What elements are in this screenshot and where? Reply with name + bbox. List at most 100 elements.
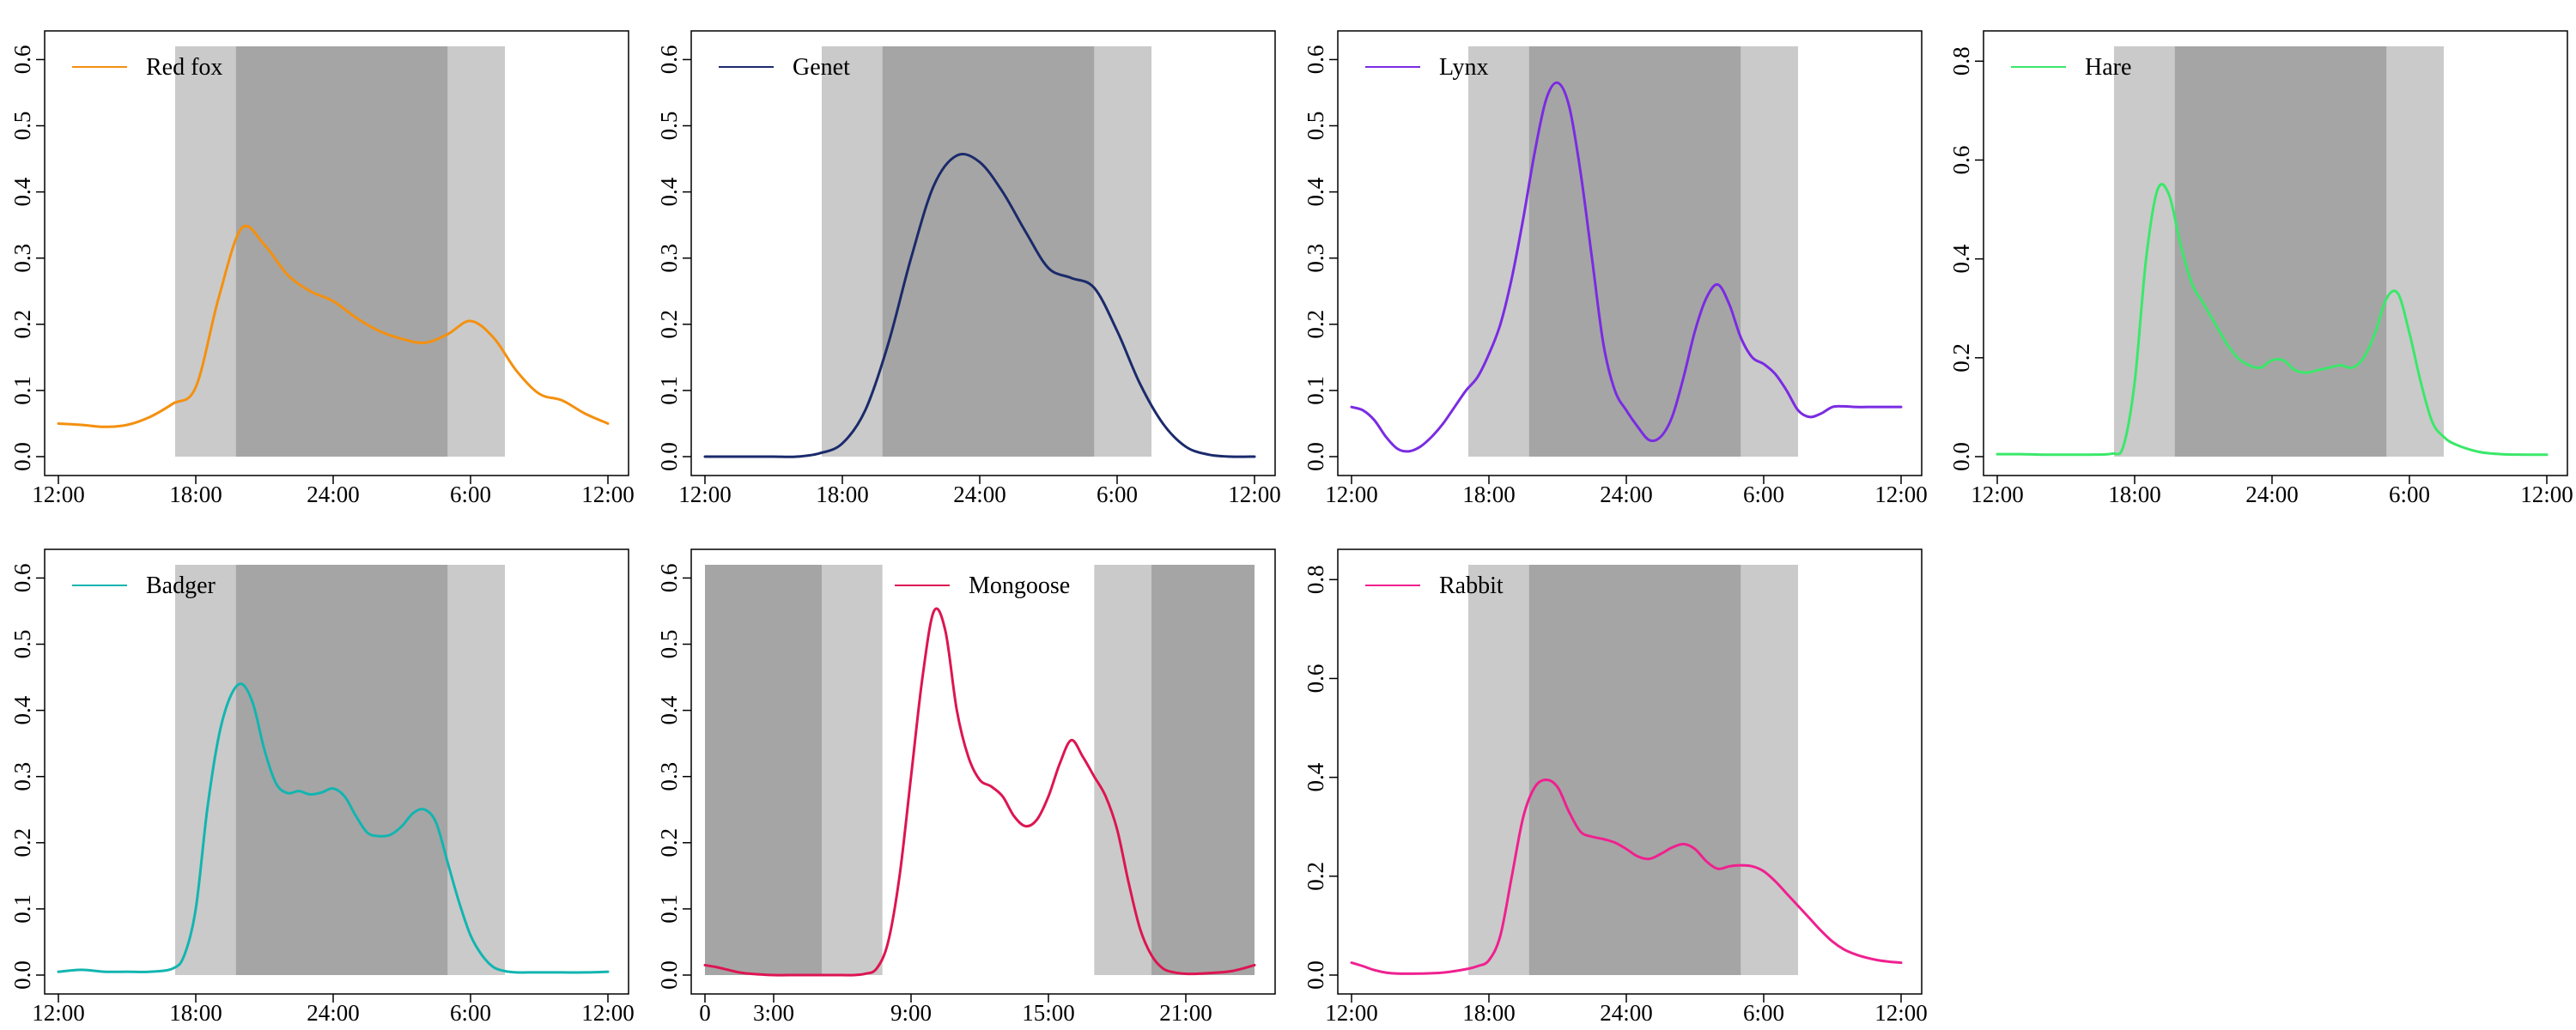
y-tick-label: 0.5 (1303, 112, 1328, 141)
y-tick-label: 0.2 (1948, 343, 1974, 373)
x-tick-label: 12:00 (1971, 482, 2024, 507)
twilight-band (1468, 46, 1529, 457)
y-tick-label: 0.5 (656, 112, 682, 141)
twilight-band (1094, 46, 1151, 457)
y-tick-label: 0.4 (1303, 762, 1328, 791)
y-tick-label: 0.3 (9, 244, 35, 273)
y-tick-label: 0.1 (656, 376, 682, 405)
y-tick-label: 0.3 (656, 244, 682, 273)
y-tick-label: 0.6 (9, 564, 35, 593)
x-tick-label: 24:00 (2245, 482, 2299, 507)
y-tick-label: 0.4 (656, 177, 682, 206)
legend-lynx: Lynx (1365, 54, 1489, 81)
panel-red-fox: 0.0 0.1 0.2 0.3 0.4 0.5 0.6 12:00 18:00 24:00 6:00… (9, 30, 635, 507)
x-tick-label: 12:00 (1228, 482, 1281, 507)
panel-hare: 0.0 0.2 0.4 0.6 0.8 12:00 18:00 24:00 6:00 12:00 H… (1948, 30, 2573, 507)
x-tick-label: 18:00 (1462, 482, 1516, 507)
panel-mongoose: 0.0 0.1 0.2 0.3 0.4 0.5 0.6 0 3:00 9:00 15:00 21:00… (656, 548, 1276, 1026)
x-tick-label: 12:00 (1874, 1000, 1928, 1026)
y-tick-label: 0.6 (9, 45, 35, 75)
y-tick-label: 0.3 (1303, 244, 1328, 273)
y-tick-label: 0.5 (9, 630, 35, 659)
y-tick-label: 0.2 (1303, 310, 1328, 339)
panel-rabbit: 0.0 0.2 0.4 0.6 0.8 12:00 18:00 24:00 6:00 12:00 R… (1303, 548, 1928, 1026)
panel-lynx: 0.0 0.1 0.2 0.3 0.4 0.5 0.6 12:00 18:00 24:00 6:00… (1303, 30, 1928, 507)
x-tick-label: 6:00 (1743, 1000, 1784, 1026)
plot-frame (1983, 30, 2568, 476)
twilight-band (175, 565, 236, 975)
twilight-band (2386, 46, 2444, 457)
x-tick-label: 6:00 (1743, 482, 1784, 507)
twilight-band (822, 46, 883, 457)
y-tick-label: 0.6 (656, 45, 682, 75)
legend-label: Genet (793, 54, 850, 81)
twilight-band (447, 46, 505, 457)
legend-label: Rabbit (1439, 573, 1504, 599)
y-tick-label: 0.4 (1303, 177, 1328, 206)
night-band (2174, 46, 2387, 457)
x-tick-label: 24:00 (307, 482, 360, 507)
x-tick-label: 12:00 (678, 482, 732, 507)
x-tick-label: 21:00 (1159, 1000, 1212, 1026)
y-tick-label: 0.0 (9, 442, 35, 471)
night-band (1151, 565, 1255, 975)
x-tick-label: 6:00 (450, 1000, 491, 1026)
x-tick-label: 18:00 (816, 482, 869, 507)
legend-badger: Badger (72, 573, 216, 599)
x-tick-label: 24:00 (1600, 1000, 1653, 1026)
x-tick-label: 3:00 (753, 1000, 794, 1026)
y-tick-label: 0.0 (9, 960, 35, 990)
legend-label: Lynx (1439, 54, 1489, 81)
x-tick-label: 18:00 (169, 1000, 222, 1026)
night-band (235, 46, 448, 457)
y-tick-label: 0.0 (656, 442, 682, 471)
y-tick-label: 0.4 (9, 177, 35, 206)
plot-frame (690, 30, 1276, 476)
y-tick-label: 0.4 (656, 695, 682, 724)
y-tick-label: 0.1 (9, 894, 35, 924)
series-line-lynx (1350, 81, 1903, 453)
x-tick-label: 9:00 (890, 1000, 932, 1026)
y-tick-label: 0.2 (656, 828, 682, 857)
series-line-mongoose (703, 607, 1256, 977)
y-tick-label: 0.1 (656, 894, 682, 924)
y-tick-label: 0.1 (1303, 376, 1328, 405)
series-line-genet (703, 153, 1256, 458)
legend-genet: Genet (719, 54, 850, 81)
x-tick-label: 24:00 (307, 1000, 360, 1026)
plot-frame (690, 548, 1276, 995)
night-band (1528, 46, 1741, 457)
night-band (705, 565, 822, 975)
y-tick-label: 0.4 (9, 695, 35, 724)
plot-frame (44, 548, 629, 995)
twilight-band (1741, 565, 1798, 975)
y-tick-label: 0.8 (1303, 565, 1328, 594)
series-line-rabbit (1350, 779, 1903, 975)
y-tick-label: 0.0 (1303, 442, 1328, 471)
x-tick-label: 18:00 (2108, 482, 2161, 507)
x-tick-label: 15:00 (1022, 1000, 1075, 1026)
plot-frame (1337, 30, 1923, 476)
x-tick-label: 12:00 (32, 482, 85, 507)
y-tick-label: 0.6 (1303, 45, 1328, 75)
y-tick-label: 0.5 (9, 112, 35, 141)
twilight-band (1468, 565, 1529, 975)
y-tick-label: 0.2 (9, 310, 35, 339)
legend-mongoose: Mongoose (895, 573, 1070, 599)
series-line-red-fox (57, 224, 610, 428)
night-band (882, 46, 1095, 457)
legend-label: Hare (2085, 54, 2131, 81)
night-band (1528, 565, 1741, 975)
twilight-band (822, 565, 883, 975)
legend-hare: Hare (2011, 54, 2131, 81)
x-tick-label: 6:00 (2389, 482, 2430, 507)
y-tick-label: 0.2 (9, 828, 35, 857)
y-tick-label: 0.0 (1303, 960, 1328, 990)
y-tick-label: 0.6 (656, 564, 682, 593)
y-tick-label: 0.1 (9, 376, 35, 405)
y-tick-label: 0.2 (1303, 862, 1328, 891)
x-tick-label: 12:00 (581, 1000, 635, 1026)
y-tick-label: 0.3 (9, 762, 35, 791)
twilight-band (175, 46, 236, 457)
